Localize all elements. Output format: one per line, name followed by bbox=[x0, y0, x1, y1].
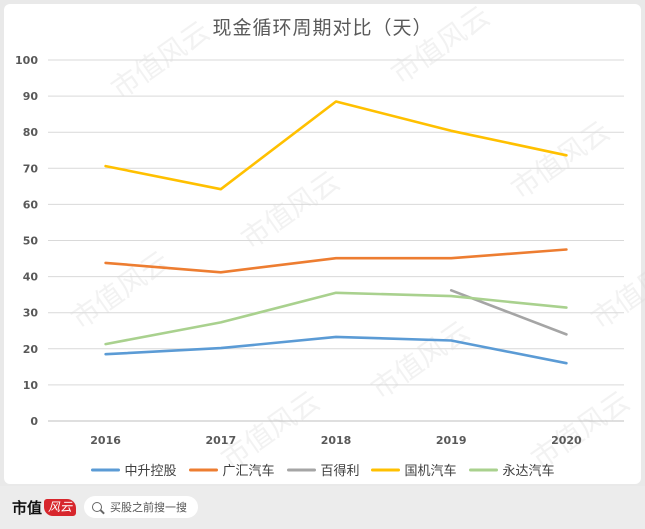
y-tick-label: 40 bbox=[23, 271, 39, 284]
y-tick-label: 60 bbox=[23, 198, 39, 211]
footer-bar: 市值 风云 买股之前搜一搜 bbox=[0, 486, 645, 529]
search-placeholder: 买股之前搜一搜 bbox=[110, 501, 187, 514]
search-box[interactable]: 买股之前搜一搜 bbox=[84, 496, 198, 518]
brand-logo-badge: 风云 bbox=[44, 498, 77, 516]
legend-item: 永达汽车 bbox=[469, 463, 555, 479]
series-line-国机汽车 bbox=[104, 100, 568, 191]
y-tick-label: 10 bbox=[23, 379, 39, 392]
x-tick-label: 2016 bbox=[90, 434, 121, 447]
y-tick-label: 30 bbox=[23, 307, 39, 320]
legend: 中升控股 广汇汽车 百得利 国机汽车 永达汽车 bbox=[91, 463, 555, 479]
y-tick-label: 100 bbox=[15, 54, 38, 67]
y-tick-label: 70 bbox=[23, 162, 39, 175]
series-line-广汇汽车 bbox=[104, 248, 568, 274]
chart-card bbox=[4, 4, 641, 484]
legend-item: 百得利 bbox=[287, 463, 360, 479]
series-line-永达汽车 bbox=[104, 291, 568, 346]
legend-label: 永达汽车 bbox=[503, 463, 555, 479]
y-tick-label: 0 bbox=[30, 415, 38, 428]
x-tick-label: 2020 bbox=[551, 434, 582, 447]
legend-label: 国机汽车 bbox=[405, 463, 457, 479]
legend-label: 中升控股 bbox=[125, 464, 177, 479]
watermark-text: 市值风云 bbox=[525, 384, 636, 475]
y-tick-label: 50 bbox=[23, 235, 39, 248]
legend-label: 百得利 bbox=[321, 463, 360, 479]
legend-item: 国机汽车 bbox=[371, 463, 457, 479]
x-tick-label: 2018 bbox=[321, 434, 352, 447]
watermark-text: 市值风云 bbox=[585, 244, 645, 335]
legend-label: 广汇汽车 bbox=[223, 463, 275, 479]
legend-item: 广汇汽车 bbox=[189, 463, 275, 479]
y-tick-label: 20 bbox=[23, 343, 39, 356]
chart-title: 现金循环周期对比（天） bbox=[212, 17, 433, 39]
watermark-text: 市值风云 bbox=[235, 164, 346, 255]
brand-logo[interactable]: 市值 风云 bbox=[12, 496, 77, 518]
legend-item: 中升控股 bbox=[91, 464, 177, 479]
y-tick-label: 90 bbox=[23, 90, 39, 103]
brand-name: 市值 bbox=[12, 498, 43, 517]
watermark-text: 市值风云 bbox=[365, 314, 476, 405]
x-tick-label: 2017 bbox=[205, 434, 236, 447]
y-tick-label: 80 bbox=[23, 126, 39, 139]
x-tick-label: 2019 bbox=[436, 434, 467, 447]
watermark-text: 市值风云 bbox=[215, 384, 326, 475]
search-icon bbox=[92, 502, 102, 512]
watermark-text: 市值风云 bbox=[505, 114, 616, 205]
watermark-text: 市值风云 bbox=[385, 0, 496, 91]
series-line-中升控股 bbox=[104, 335, 568, 365]
watermark-text: 市值风云 bbox=[65, 244, 176, 335]
